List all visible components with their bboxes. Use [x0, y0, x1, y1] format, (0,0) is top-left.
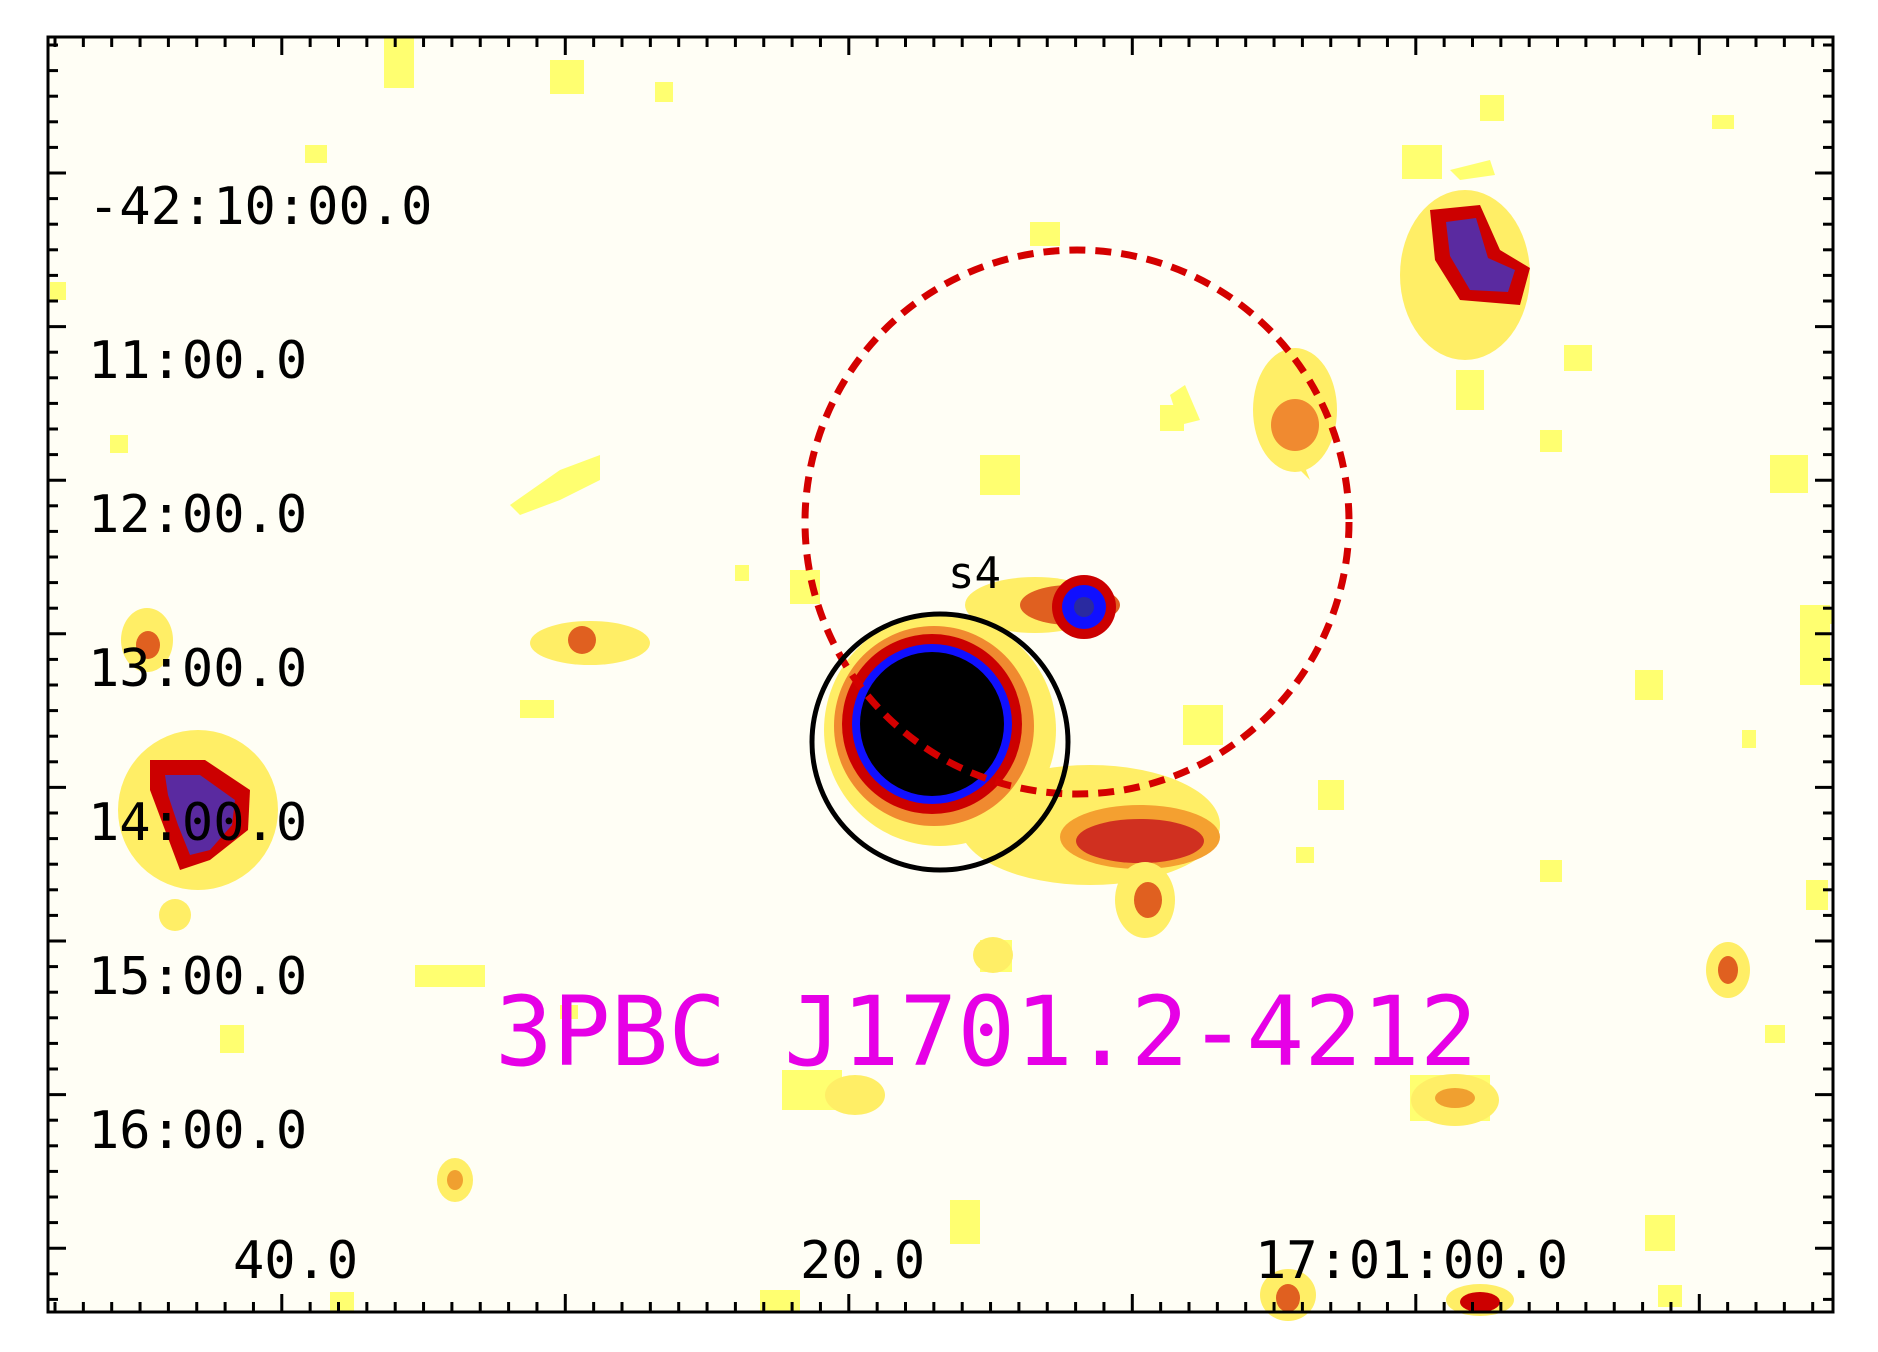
source-s4-emission — [965, 575, 1120, 639]
source-circle — [809, 611, 1071, 873]
error-circle — [801, 246, 1353, 798]
faint-speckles — [50, 38, 1832, 1312]
ra-tick-label: 40.0 — [233, 1231, 358, 1291]
dec-tick-label: 14:00.0 — [88, 793, 307, 853]
dec-tick-label: 12:00.0 — [88, 485, 307, 545]
plot-frame — [46, 35, 1835, 1314]
dec-tick-label: -42:10:00.0 — [88, 177, 432, 237]
axis-ticks — [48, 37, 1833, 1312]
middle-left-source — [530, 621, 650, 665]
bright-central-source — [824, 614, 1056, 846]
left-source — [118, 608, 278, 931]
dec-axis-labels: -42:10:00.0 11:00.0 12:00.0 13:00.0 14:0… — [88, 177, 432, 1161]
dec-tick-label: 15:00.0 — [88, 947, 307, 1007]
ra-tick-label: 20.0 — [800, 1231, 925, 1291]
dec-tick-label: 16:00.0 — [88, 1101, 307, 1161]
ra-axis-labels: 40.0 20.0 17:01:00.0 — [233, 1231, 1568, 1291]
dec-tick-label: 13:00.0 — [88, 639, 307, 699]
ridge-emission — [960, 765, 1220, 938]
object-title: 3PBC J1701.2-4212 — [495, 976, 1478, 1088]
ra-tick-label: 17:01:00.0 — [1255, 1231, 1568, 1291]
error-circle-edge-source — [1253, 348, 1337, 472]
source-label: s4 — [948, 548, 1001, 599]
dec-tick-label: 11:00.0 — [88, 331, 307, 391]
lower-right-sources — [437, 937, 1750, 1321]
upper-right-source — [1400, 190, 1530, 410]
